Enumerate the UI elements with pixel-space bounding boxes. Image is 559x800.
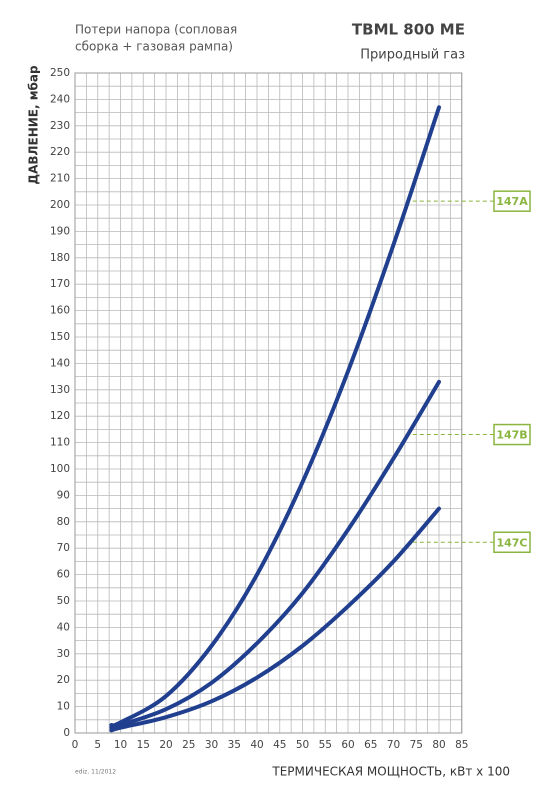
y-tick-label: 100 <box>50 463 70 475</box>
y-tick-label: 200 <box>50 199 70 211</box>
x-tick-label: 10 <box>114 739 127 751</box>
y-tick-label: 20 <box>57 674 70 686</box>
series-label-box <box>493 190 531 212</box>
x-tick-label: 65 <box>364 739 377 751</box>
x-tick-label: 25 <box>182 739 195 751</box>
x-tick-label: 70 <box>387 739 400 751</box>
y-tick-label: 250 <box>50 67 70 79</box>
y-tick-label: 160 <box>50 305 70 317</box>
chart-title: TBML 800 ME <box>352 21 465 39</box>
y-tick-label: 60 <box>57 569 70 581</box>
y-tick-label: 140 <box>50 357 70 369</box>
series-line <box>109 506 441 733</box>
plot-frame <box>74 72 463 734</box>
x-tick-label: 0 <box>72 739 79 751</box>
y-tick-label: 180 <box>50 252 70 264</box>
chart-subtitle: Природный газ <box>360 48 465 63</box>
y-tick-label: 70 <box>57 542 70 554</box>
y-tick-label: 10 <box>57 701 70 713</box>
series-label: 147B <box>496 429 527 442</box>
series-line <box>109 379 441 730</box>
y-tick-label: 120 <box>50 410 70 422</box>
note-line: сборка + газовая рампа) <box>75 40 233 54</box>
x-tick-label: 55 <box>319 739 332 751</box>
y-tick-label: 230 <box>50 120 70 132</box>
series-label: 147C <box>496 536 527 549</box>
x-tick-label: 75 <box>410 739 423 751</box>
x-tick-label: 40 <box>250 739 263 751</box>
y-axis-label: ДАВЛЕНИЕ, мбар <box>27 65 41 185</box>
x-tick-label: 60 <box>341 739 354 751</box>
series-label: 147A <box>496 195 528 208</box>
x-tick-label: 35 <box>228 739 241 751</box>
footnote: ediz. 11/2012 <box>75 769 116 776</box>
y-tick-label: 240 <box>50 93 70 105</box>
y-tick-label: 220 <box>50 146 70 158</box>
y-tick-label: 30 <box>57 648 70 660</box>
x-tick-label: 5 <box>94 739 101 751</box>
x-tick-label: 15 <box>137 739 150 751</box>
y-tick-label: 130 <box>50 384 70 396</box>
y-tick-label: 150 <box>50 331 70 343</box>
y-tick-label: 90 <box>57 489 70 501</box>
y-tick-label: 40 <box>57 621 70 633</box>
x-tick-label: 80 <box>432 739 445 751</box>
y-tick-label: 170 <box>50 278 70 290</box>
x-tick-label: 30 <box>205 739 218 751</box>
series-label-box <box>493 423 531 446</box>
series-label-box <box>493 531 531 554</box>
note-line: Потери напора (сопловая <box>75 23 237 37</box>
x-tick-label: 20 <box>159 739 172 751</box>
y-tick-label: 0 <box>63 727 70 739</box>
y-tick-label: 210 <box>50 173 70 185</box>
x-axis-label: ТЕРМИЧЕСКАЯ МОЩНОСТЬ, кВт x 100 <box>271 765 510 779</box>
x-tick-label: 85 <box>455 739 468 751</box>
y-tick-label: 110 <box>50 437 70 449</box>
x-tick-label: 45 <box>273 739 286 751</box>
y-tick-label: 80 <box>57 516 70 528</box>
series-line <box>109 105 441 728</box>
x-tick-label: 50 <box>296 739 309 751</box>
y-tick-label: 190 <box>50 225 70 237</box>
y-tick-label: 50 <box>57 595 70 607</box>
